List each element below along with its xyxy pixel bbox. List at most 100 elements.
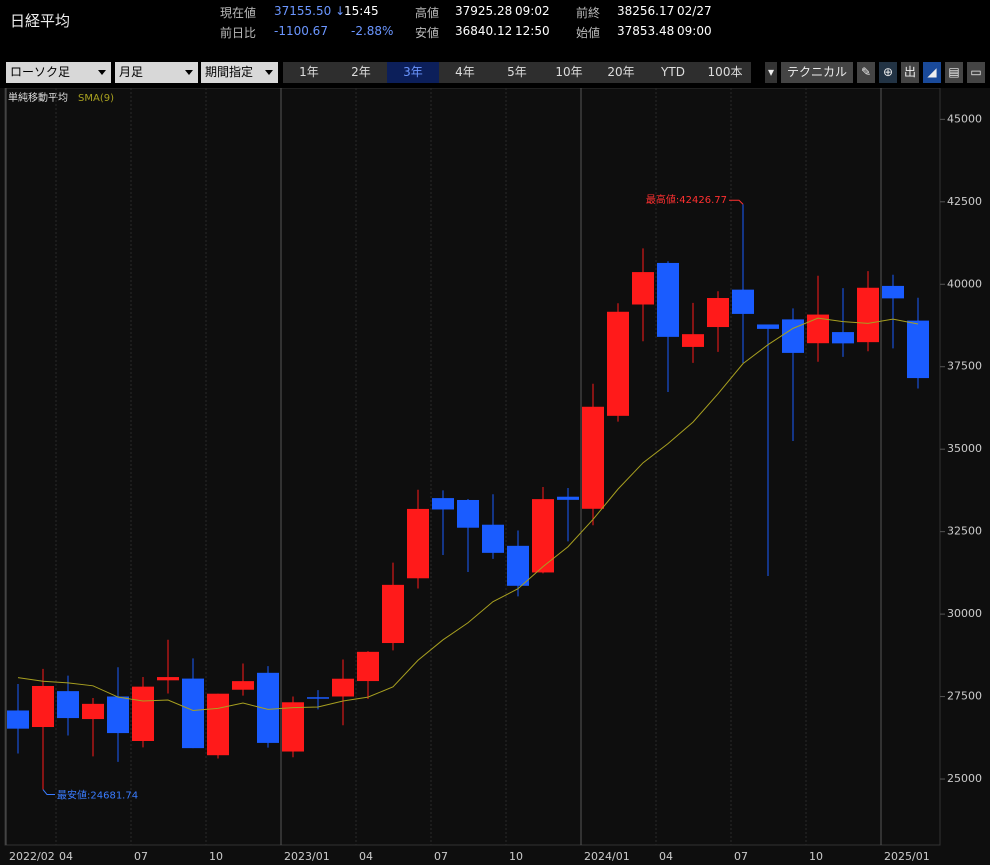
candle-body [682,334,704,347]
quote-value: -1100.67 [274,24,328,38]
y-tick-label: 32500 [947,525,982,538]
x-tick-label: 2023/01 [284,850,330,863]
candle-body [882,285,904,299]
x-tick-label: 10 [509,850,523,863]
candle-body [232,681,254,690]
zoom-button[interactable]: ⊕ [879,62,897,83]
quote-value: 38256.17 [617,4,675,18]
candle-body [632,272,654,305]
candle-body [507,545,529,586]
y-tick-label: 30000 [947,607,982,620]
candle-body [207,693,229,756]
quote-value: 36840.12 [455,24,513,38]
x-tick-label: 10 [209,850,223,863]
period-option[interactable]: YTD [661,65,685,79]
quote-label: 安値 [415,26,440,40]
period-option[interactable]: 100本 [707,65,743,79]
x-tick-label: 2025/01 [884,850,930,863]
candle-body [807,314,829,344]
quote-label: 前日比 [220,26,257,40]
candle-body [657,262,679,337]
candle-body [282,702,304,752]
period-option[interactable]: 4年 [455,65,475,79]
candle-body [482,524,504,553]
annotation: 最安値:24681.74 [57,789,138,802]
candle-body [382,584,404,644]
y-tick-label: 27500 [947,690,982,703]
x-tick-label: 07 [134,850,148,863]
x-tick-label: 07 [434,850,448,863]
candle-body [832,332,854,344]
title: 日経平均 [10,12,71,30]
period-bar: 1年 2年 3年 4年 5年 10年 20年 YTD 100本 [283,62,751,83]
period-option[interactable]: 3年 [387,62,439,83]
save-button[interactable]: ▤ [945,62,963,83]
x-tick-label: 04 [359,850,373,863]
candle-body [107,696,129,734]
chart-type-dropdown[interactable]: ローソク足 [6,62,111,83]
candle-body [432,498,454,510]
candle-body [857,287,879,343]
legend-title: 単純移動平均 [8,91,68,104]
plot-frame [4,88,941,846]
quote-time: 15:45 [344,4,379,18]
annotation-arrow [42,789,55,796]
candle-body [707,298,729,328]
quote-time: 09:00 [677,24,712,38]
candle-body [757,324,779,329]
interval-dropdown[interactable]: 月足 [115,62,198,83]
x-tick-label: 2022/02 [9,850,55,863]
sma-line [17,317,919,711]
candle-body [557,496,579,500]
y-tick-label: 42500 [947,195,982,208]
y-tick-label: 37500 [947,360,982,373]
area-button[interactable]: ◢ [923,62,941,83]
period-more[interactable]: ▾ [765,62,777,83]
candle-body [457,499,479,528]
legend-entry: SMA(9) [78,93,114,104]
period-dropdown[interactable]: 期間指定 [201,62,278,83]
technical-button[interactable]: テクニカル [781,62,853,83]
candle-body [332,678,354,697]
candle-body [582,406,604,509]
quote-label: 高値 [415,6,440,20]
candle-body [182,678,204,749]
candle-body [407,508,429,579]
candle-body [57,691,79,719]
y-tick-label: 40000 [947,277,982,290]
candle-body [257,672,279,743]
quote-time: 09:02 [515,4,550,18]
period-option[interactable]: 1年 [299,65,319,79]
open-button[interactable]: ▭ [967,62,985,83]
x-tick-label: 10 [809,850,823,863]
draw-button[interactable]: ✎ [857,62,875,83]
quote-label: 現在値 [220,6,257,20]
candle-body [7,710,29,729]
candle-body [157,677,179,681]
candle-body [732,289,754,314]
quote-time: 12:50 [515,24,550,38]
quote-label: 前終 [576,6,601,20]
candle-body [607,311,629,416]
quote-value: 37155.50 ↓ [274,4,346,18]
x-tick-label: 2024/01 [584,850,630,863]
chart: 単純移動平均 25000 27500 30000 32500 35000 37500 400… [0,88,990,865]
period-option[interactable]: 2年 [351,65,371,79]
candle-body [307,697,329,699]
x-tick-label: 04 [659,850,673,863]
period-option[interactable]: 20年 [607,65,635,79]
candle-body [357,651,379,682]
candle-body [32,685,54,728]
annotation: 最高値:42426.77 [646,193,727,206]
annotation-arrow [729,199,744,205]
y-tick-label: 35000 [947,442,982,455]
candle-body [82,703,104,720]
period-option[interactable]: 10年 [555,65,583,79]
candle-body [532,499,554,573]
period-option[interactable]: 5年 [507,65,527,79]
volume-button[interactable]: 出 [901,62,919,83]
x-tick-label: 07 [734,850,748,863]
y-tick-label: 25000 [947,772,982,785]
quote-value: 37925.28 [455,4,513,18]
